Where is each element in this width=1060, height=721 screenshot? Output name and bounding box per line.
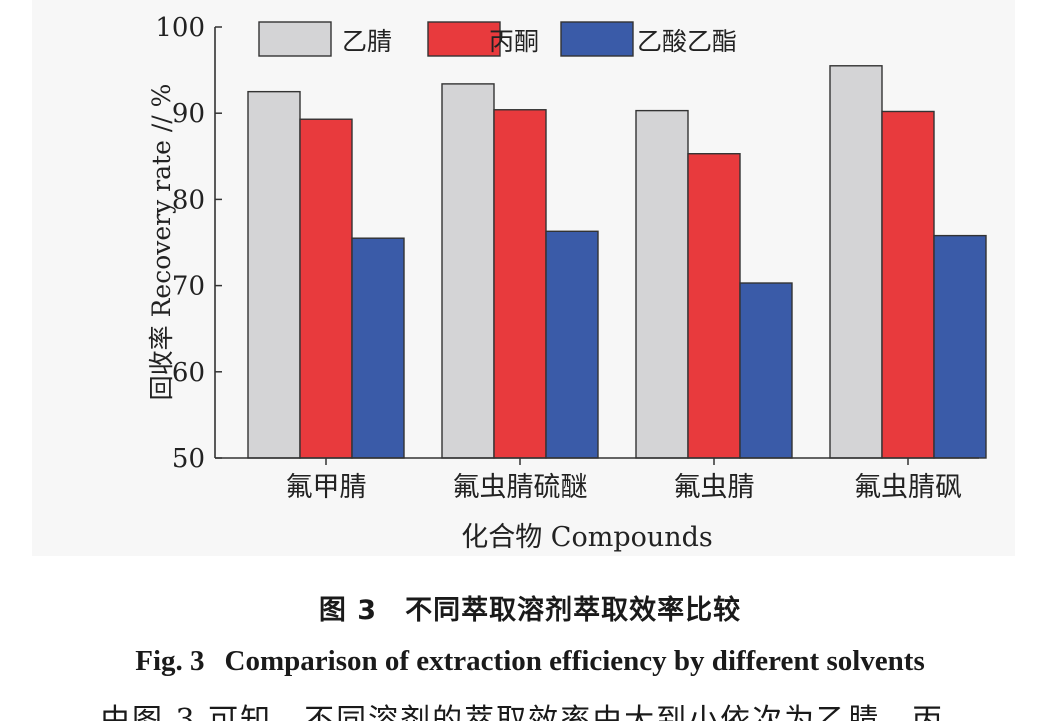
x-tick-label: 氟甲腈 <box>286 472 367 503</box>
body-paragraph-fragment: 由图 3 可知，不同溶剂的萃取效率由大到小依次为乙腈、丙 <box>100 703 945 721</box>
legend-label-2: 丙酮 <box>489 27 539 56</box>
legend: 乙腈 丙酮 乙酸乙酯 <box>258 21 737 57</box>
bar-2-1 <box>299 118 353 459</box>
bar-1-1 <box>247 90 301 459</box>
y-tick-label: 50 <box>172 444 205 474</box>
figure-caption-chinese: 图 3 不同萃取溶剂萃取效率比较 <box>0 588 1060 627</box>
bars-group <box>247 65 987 459</box>
bar-2-3 <box>687 153 741 459</box>
axes-group: 氟甲腈 氟虫腈硫醚 氟虫腈 氟虫腈砜 50 60 70 80 90 100 <box>155 13 979 503</box>
y-tick-label: 60 <box>172 358 205 388</box>
legend-label-3: 乙酸乙酯 <box>637 27 737 56</box>
x-axis-label: 化合物 Compounds <box>461 522 713 553</box>
bar-1-3 <box>635 109 689 459</box>
figure-caption-english: Fig. 3 Comparison of extraction efficienc… <box>0 645 1060 678</box>
bar-1-4 <box>829 65 883 459</box>
bar-3-2 <box>545 230 599 459</box>
figure-number-chinese: 图 3 <box>318 595 378 626</box>
bar-3-4 <box>933 234 987 459</box>
bar-3-1 <box>351 237 405 459</box>
y-tick-label: 80 <box>172 185 205 215</box>
bar-2-4 <box>881 110 935 459</box>
x-tick-label: 氟虫腈硫醚 <box>453 472 588 503</box>
recovery-bar-chart: 氟甲腈 氟虫腈硫醚 氟虫腈 氟虫腈砜 50 60 70 80 90 100 乙腈 丙酮 乙酸乙酯 回收… <box>147 13 987 553</box>
y-tick-label: 70 <box>172 272 205 302</box>
figure-number-english: Fig. 3 <box>135 645 205 677</box>
chart-panel: 氟甲腈 氟虫腈硫醚 氟虫腈 氟虫腈砜 50 60 70 80 90 100 乙腈 丙酮 乙酸乙酯 回收… <box>32 0 1015 556</box>
x-tick-label: 氟虫腈砜 <box>854 472 962 503</box>
bar-1-2 <box>441 83 495 459</box>
x-tick-label: 氟虫腈 <box>674 472 755 503</box>
y-tick-label: 100 <box>155 13 205 43</box>
bar-3-3 <box>739 282 793 459</box>
legend-swatch-2 <box>427 21 501 57</box>
figure-title-english: Comparison of extraction efficiency by d… <box>224 645 925 677</box>
y-axis-label: 回收率 Recovery rate // % <box>147 84 176 401</box>
legend-swatch-1 <box>258 21 332 57</box>
legend-label-1: 乙腈 <box>342 27 392 56</box>
figure-title-chinese: 不同萃取溶剂萃取效率比较 <box>405 595 742 626</box>
y-tick-label: 90 <box>172 99 205 129</box>
bar-2-2 <box>493 109 547 459</box>
legend-swatch-3 <box>560 21 634 57</box>
